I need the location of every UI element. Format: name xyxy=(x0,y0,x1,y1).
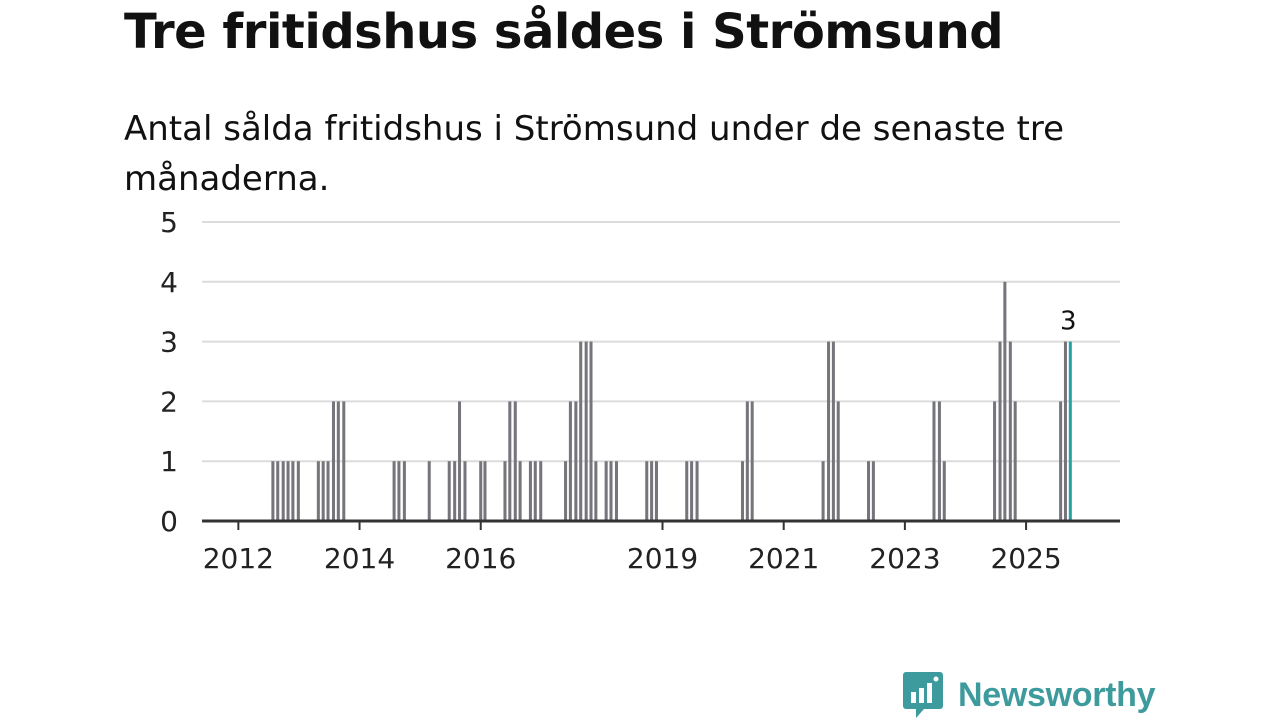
bar xyxy=(564,461,568,521)
bar xyxy=(1013,401,1017,521)
bar xyxy=(604,461,608,521)
bar xyxy=(685,461,689,521)
bar xyxy=(993,401,997,521)
y-tick-label: 2 xyxy=(160,385,178,418)
bar xyxy=(1059,401,1063,521)
bar xyxy=(750,401,754,521)
annotations: 3 xyxy=(1060,307,1077,337)
bar xyxy=(518,461,522,521)
x-tick-label: 2023 xyxy=(869,542,940,575)
x-axis-ticks: 2012 2014 2016 2019 2021 2023 2025 xyxy=(203,521,1062,575)
bar xyxy=(871,461,875,521)
bar xyxy=(397,461,401,521)
bar xyxy=(1063,341,1067,521)
x-tick-label: 2014 xyxy=(324,542,395,575)
bar xyxy=(579,341,583,521)
bar xyxy=(654,461,658,521)
bar xyxy=(458,401,462,521)
bar xyxy=(867,461,871,521)
x-tick-label: 2016 xyxy=(445,542,516,575)
bar xyxy=(574,401,578,521)
bar xyxy=(650,461,654,521)
bar xyxy=(281,461,285,521)
bar xyxy=(276,461,280,521)
bar xyxy=(336,401,340,521)
brand-name: Newsworthy xyxy=(958,675,1156,714)
bar-series xyxy=(202,281,1120,523)
newsworthy-logo: Newsworthy xyxy=(902,670,1156,720)
bar xyxy=(286,461,290,521)
bar xyxy=(533,461,537,521)
bar xyxy=(942,461,946,521)
bar xyxy=(695,461,699,521)
bar xyxy=(291,461,295,521)
bar xyxy=(508,401,512,521)
chart-title: Tre fritidshus såldes i Strömsund xyxy=(124,4,1004,60)
y-tick-label: 1 xyxy=(160,445,178,478)
y-tick-label: 3 xyxy=(160,326,178,359)
gridlines xyxy=(202,221,1120,463)
bar xyxy=(271,461,275,521)
x-tick-label: 2021 xyxy=(748,542,819,575)
bar xyxy=(589,341,593,521)
bar-highlighted xyxy=(1068,341,1072,521)
bar-chart: 0 1 2 3 4 5 2012 2014 2016 2019 2021 2023 2025 3 xyxy=(160,206,1120,575)
bar xyxy=(645,461,649,521)
bar xyxy=(998,341,1002,521)
bar xyxy=(1003,281,1007,521)
bar xyxy=(402,461,406,521)
bar xyxy=(331,401,336,521)
bar xyxy=(326,461,330,521)
bar xyxy=(821,461,825,521)
x-tick-label: 2019 xyxy=(627,542,698,575)
bar xyxy=(690,461,694,521)
y-tick-label: 0 xyxy=(160,505,178,538)
bar xyxy=(932,401,936,521)
bar xyxy=(453,461,457,521)
bar xyxy=(528,461,532,521)
bar xyxy=(503,461,507,521)
bar xyxy=(836,401,840,521)
last-value-label: 3 xyxy=(1060,307,1077,337)
chart-subtitle: Antal sålda fritidshus i Strömsund under… xyxy=(124,109,1065,199)
bar xyxy=(296,461,300,521)
bar xyxy=(614,461,618,521)
bar xyxy=(740,461,745,521)
bar xyxy=(513,401,517,521)
bar xyxy=(584,341,588,521)
bar xyxy=(831,341,835,521)
bar xyxy=(427,461,431,521)
bar xyxy=(827,341,831,521)
bar xyxy=(568,401,572,521)
bar xyxy=(463,461,467,521)
bar xyxy=(447,461,451,521)
x-tick-label: 2025 xyxy=(990,542,1061,575)
bar xyxy=(321,461,325,521)
bar xyxy=(392,461,396,521)
bar xyxy=(937,401,941,521)
newsworthy-logo-icon xyxy=(903,672,943,718)
y-axis-ticks: 0 1 2 3 4 5 xyxy=(160,206,178,538)
bar xyxy=(594,461,598,521)
bar xyxy=(1008,341,1012,521)
y-tick-label: 4 xyxy=(160,266,178,299)
bar xyxy=(539,461,543,521)
y-tick-label: 5 xyxy=(160,206,178,239)
bar xyxy=(609,461,613,521)
bar xyxy=(479,461,483,521)
bar xyxy=(316,461,320,521)
x-tick-label: 2012 xyxy=(203,542,274,575)
bar xyxy=(483,461,487,521)
bar xyxy=(342,401,346,521)
bar xyxy=(745,401,749,521)
